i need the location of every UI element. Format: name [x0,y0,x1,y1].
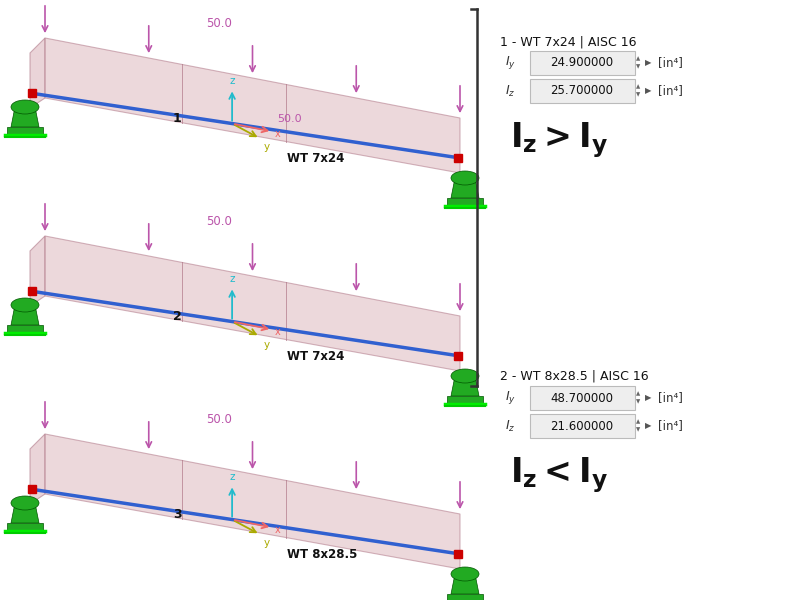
Text: 50.0: 50.0 [206,215,232,227]
Text: x: x [275,524,281,535]
Ellipse shape [451,567,479,581]
Text: $\mathbf{I_z > I_y}$: $\mathbf{I_z > I_y}$ [510,120,608,160]
Text: 50.0: 50.0 [206,413,232,425]
FancyBboxPatch shape [530,414,635,438]
Text: ▼: ▼ [636,92,640,97]
FancyBboxPatch shape [530,51,635,75]
Text: WT 7x24: WT 7x24 [287,350,345,362]
Text: $I_y$: $I_y$ [505,55,516,71]
Text: 48.700000: 48.700000 [550,391,614,404]
Text: WT 8x28.5: WT 8x28.5 [287,548,358,560]
Text: [in⁴]: [in⁴] [658,419,683,433]
Polygon shape [447,396,483,404]
Text: $I_y$: $I_y$ [505,389,516,407]
Text: 1 - WT 7x24 | AISC 16: 1 - WT 7x24 | AISC 16 [500,35,637,48]
Polygon shape [45,236,460,371]
Polygon shape [7,325,43,333]
Text: z: z [230,274,235,284]
Polygon shape [451,574,479,594]
Polygon shape [447,594,483,600]
Text: ▲: ▲ [636,56,640,61]
Text: $\mathbf{I_z < I_y}$: $\mathbf{I_z < I_y}$ [510,455,608,495]
Text: ▼: ▼ [636,400,640,404]
Text: z: z [230,76,235,86]
Text: [in⁴]: [in⁴] [658,56,683,70]
FancyBboxPatch shape [530,79,635,103]
Text: ▼: ▼ [636,427,640,433]
Polygon shape [451,178,479,198]
Text: z: z [230,472,235,482]
Polygon shape [30,434,45,504]
Ellipse shape [11,298,39,312]
FancyBboxPatch shape [530,386,635,410]
Text: ▲: ▲ [636,391,640,397]
Text: 50.0: 50.0 [277,113,302,124]
Polygon shape [45,38,460,173]
Text: [in⁴]: [in⁴] [658,391,683,404]
Polygon shape [11,107,39,127]
Ellipse shape [11,496,39,510]
Polygon shape [447,198,483,206]
Text: 50.0: 50.0 [206,17,232,29]
Text: ▶: ▶ [645,86,651,95]
Text: x: x [275,326,281,337]
Text: WT 7x24: WT 7x24 [287,152,345,164]
Polygon shape [30,236,45,306]
Text: ▲: ▲ [636,419,640,425]
Text: ▶: ▶ [645,394,651,403]
Text: x: x [275,128,281,139]
Text: y: y [264,340,270,350]
Polygon shape [451,376,479,396]
Text: 21.600000: 21.600000 [550,419,614,433]
Text: ▶: ▶ [645,421,651,431]
Text: ▼: ▼ [636,64,640,70]
Polygon shape [30,38,45,108]
Text: y: y [264,538,270,548]
Polygon shape [7,127,43,135]
Text: $I_z$: $I_z$ [505,83,515,98]
Polygon shape [11,305,39,325]
Ellipse shape [11,100,39,114]
Text: ▲: ▲ [636,85,640,89]
Text: 2 - WT 8x28.5 | AISC 16: 2 - WT 8x28.5 | AISC 16 [500,370,649,383]
Polygon shape [11,503,39,523]
Text: 2: 2 [173,310,182,323]
Polygon shape [7,523,43,531]
Text: y: y [264,142,270,152]
Ellipse shape [451,369,479,383]
Text: $I_z$: $I_z$ [505,418,515,434]
Text: ▶: ▶ [645,58,651,67]
Ellipse shape [451,171,479,185]
Text: 24.900000: 24.900000 [550,56,614,70]
Text: 3: 3 [173,508,182,521]
Text: 1: 1 [173,112,182,125]
Text: [in⁴]: [in⁴] [658,85,683,97]
Text: 25.700000: 25.700000 [550,85,614,97]
Polygon shape [45,434,460,569]
